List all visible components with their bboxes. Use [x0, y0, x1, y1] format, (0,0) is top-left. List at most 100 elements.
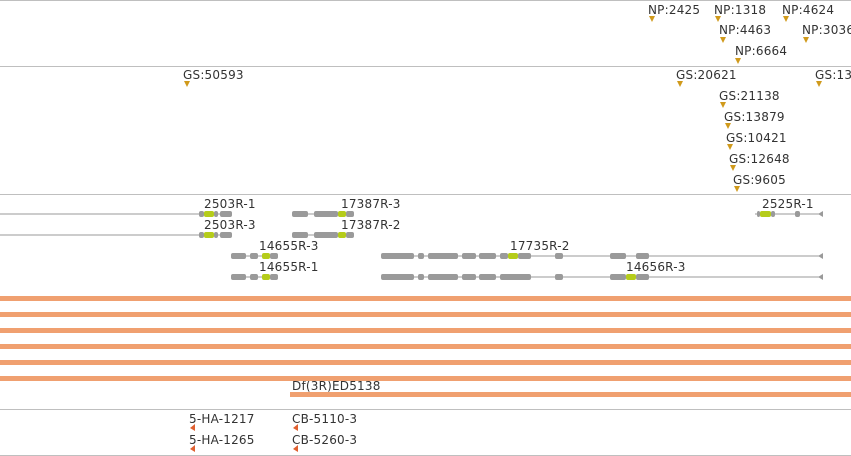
insertion-marker	[720, 37, 726, 43]
transcript-exon	[518, 253, 531, 259]
transcript-exon	[204, 211, 214, 217]
transcript-exon	[199, 232, 204, 238]
insertion-label[interactable]: NP:3036	[802, 23, 851, 37]
deficiency-label[interactable]: Df(3R)ED5138	[292, 379, 381, 393]
transcript-exon	[795, 211, 800, 217]
transcript-exon	[636, 274, 649, 280]
track-separator	[0, 409, 851, 410]
strand-arrow	[818, 274, 823, 280]
track-separator	[0, 66, 851, 67]
transcript-label[interactable]: 17387R-2	[341, 218, 401, 232]
transcript-exon	[314, 232, 338, 238]
transcript-label[interactable]: 2525R-1	[762, 197, 814, 211]
insertion-label[interactable]: GS:9605	[733, 173, 786, 187]
transcript-label[interactable]: 2503R-1	[204, 197, 256, 211]
transcript-exon	[428, 274, 458, 280]
transcript-exon	[418, 274, 424, 280]
insertion-label[interactable]: GS:21138	[719, 89, 780, 103]
transcript-exon	[555, 253, 563, 259]
pcr-label[interactable]: CB-5260-3	[292, 433, 358, 447]
insertion-marker	[803, 37, 809, 43]
transcript-exon	[338, 232, 346, 238]
transcript-exon	[610, 253, 626, 259]
transcript-exon	[338, 211, 346, 217]
transcript-exon	[270, 253, 278, 259]
insertion-label[interactable]: GS:10421	[726, 131, 787, 145]
transcript-exon	[199, 211, 204, 217]
insertion-marker	[783, 16, 789, 22]
transcript-exon	[250, 253, 258, 259]
deficiency-bar	[0, 328, 851, 333]
deficiency-bar	[0, 296, 851, 301]
pcr-label[interactable]: CB-5110-3	[292, 412, 358, 426]
insertion-label[interactable]: GS:20621	[676, 68, 737, 82]
transcript-exon	[462, 274, 476, 280]
transcript-exon	[250, 274, 258, 280]
transcript-label[interactable]: 17387R-3	[341, 197, 401, 211]
transcript-exon	[270, 274, 278, 280]
insertion-label[interactable]: GS:13879	[724, 110, 785, 124]
transcript-exon	[381, 274, 414, 280]
insertion-marker	[715, 16, 721, 22]
transcript-exon	[292, 232, 308, 238]
transcript-exon	[428, 253, 458, 259]
pcr-marker	[293, 445, 298, 452]
transcript-exon	[204, 232, 214, 238]
insertion-marker	[730, 165, 736, 171]
insertion-marker	[735, 58, 741, 64]
transcript-exon	[214, 211, 218, 217]
transcript-exon	[262, 274, 270, 280]
insertion-label[interactable]: NP:6664	[735, 44, 788, 58]
insertion-marker	[734, 186, 740, 192]
transcript-exon	[231, 274, 246, 280]
insertion-label[interactable]: NP:4624	[782, 3, 835, 17]
transcript-exon	[231, 253, 246, 259]
insertion-label[interactable]: NP:4463	[719, 23, 772, 37]
deficiency-bar	[0, 360, 851, 365]
transcript-label[interactable]: 14655R-3	[259, 239, 319, 253]
strand-arrow	[818, 211, 823, 217]
insertion-marker	[816, 81, 822, 87]
transcript-exon	[292, 211, 308, 217]
strand-arrow	[818, 253, 823, 259]
insertion-label[interactable]: GS:50593	[183, 68, 244, 82]
insertion-marker	[184, 81, 190, 87]
insertion-marker	[720, 102, 726, 108]
transcript-label[interactable]: 17735R-2	[510, 239, 570, 253]
track-separator	[0, 194, 851, 195]
transcript-exon	[500, 274, 531, 280]
insertion-label[interactable]: GS:13	[815, 68, 851, 82]
transcript-exon	[479, 253, 496, 259]
insertion-marker	[649, 16, 655, 22]
track-separator	[0, 0, 851, 1]
insertion-label[interactable]: NP:2425	[648, 3, 701, 17]
deficiency-bar	[290, 392, 851, 397]
deficiency-bar	[0, 376, 851, 381]
transcript-exon	[262, 253, 270, 259]
transcript-label[interactable]: 2503R-3	[204, 218, 256, 232]
transcript-exon	[479, 274, 496, 280]
transcript-exon	[626, 274, 636, 280]
transcript-exon	[760, 211, 771, 217]
pcr-label[interactable]: 5-HA-1217	[189, 412, 255, 426]
transcript-exon	[610, 274, 626, 280]
transcript-label[interactable]: 14656R-3	[626, 260, 686, 274]
transcript-exon	[771, 211, 775, 217]
insertion-label[interactable]: NP:1318	[714, 3, 767, 17]
transcript-exon	[418, 253, 424, 259]
transcript-exon	[220, 232, 232, 238]
pcr-marker	[293, 424, 298, 431]
transcript-label[interactable]: 14655R-1	[259, 260, 319, 274]
pcr-marker	[190, 424, 195, 431]
insertion-label[interactable]: GS:12648	[729, 152, 790, 166]
transcript-exon	[757, 211, 760, 217]
transcript-exon	[508, 253, 518, 259]
pcr-marker	[190, 445, 195, 452]
transcript-exon	[636, 253, 649, 259]
transcript-exon	[381, 253, 414, 259]
pcr-label[interactable]: 5-HA-1265	[189, 433, 255, 447]
insertion-marker	[727, 144, 733, 150]
insertion-marker	[725, 123, 731, 129]
transcript-exon	[500, 253, 508, 259]
